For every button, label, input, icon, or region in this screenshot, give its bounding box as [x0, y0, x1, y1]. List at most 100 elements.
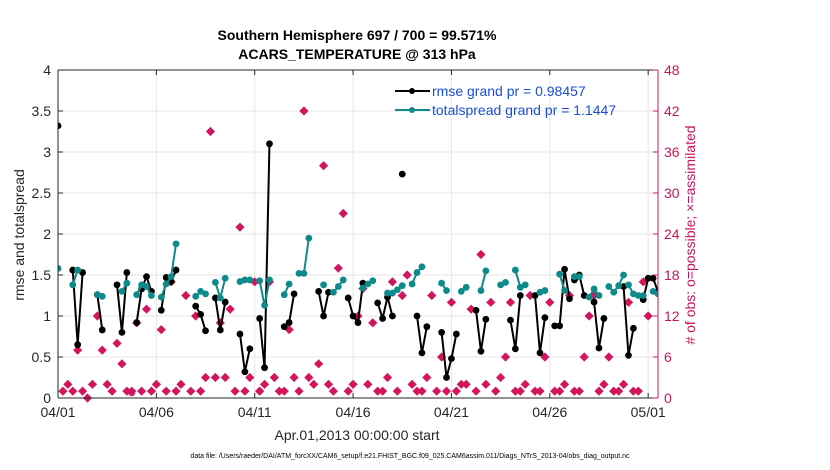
totalspread-point [457, 288, 465, 295]
obs-assimilated-marker [594, 386, 604, 396]
obs-assimilated-marker [471, 386, 481, 396]
totalspread-point [295, 269, 303, 277]
totalspread-point [162, 280, 170, 288]
data-layer [58, 106, 770, 403]
rmse-point [728, 291, 735, 298]
rmse-point [758, 363, 765, 370]
obs-assimilated-marker [599, 379, 609, 389]
axes-layer: 04/01 04/06 04/11 04/16 04/21 04/26 05/0100.51… [32, 62, 680, 420]
obs-possible-marker [256, 387, 264, 395]
rmse-point [625, 351, 632, 359]
obs-assimilated-marker [63, 379, 73, 389]
y-right-tick-label: 24 [664, 226, 680, 242]
totalspread-point [300, 269, 308, 277]
obs-assimilated-marker [510, 386, 520, 396]
obs-assimilated-marker [304, 372, 314, 383]
rmse-point [202, 327, 209, 335]
obs-assimilated-marker [235, 222, 245, 232]
obs-assimilated-marker [628, 386, 639, 396]
rmse-point [398, 170, 406, 178]
y-right-tick-label: 0 [664, 390, 672, 406]
totalspread-point [280, 291, 288, 299]
obs-assimilated-marker [200, 372, 211, 383]
totalspread-point [413, 269, 421, 276]
obs-assimilated-marker [451, 386, 461, 396]
obs-assimilated-marker [486, 297, 496, 307]
totalspread-point [634, 292, 642, 299]
obs-assimilated-marker [520, 379, 530, 389]
totalspread-point [261, 301, 268, 309]
obs-assimilated-marker [215, 318, 225, 328]
x-tick-label: 04/26 [532, 404, 567, 420]
obs-assimilated-marker [196, 386, 206, 396]
rmse-point [133, 319, 141, 326]
obs-assimilated-marker [505, 297, 516, 307]
obs-assimilated-marker [279, 386, 289, 396]
obs-assimilated-marker [427, 290, 437, 301]
rmse-point [123, 269, 131, 276]
obs-assimilated-marker [210, 372, 220, 383]
obs-assimilated-marker [151, 379, 161, 389]
grid-layer [57, 69, 658, 399]
rmse-line [732, 271, 742, 314]
totalspread-point [625, 281, 632, 289]
rmse-point [118, 329, 126, 336]
rmse-line [707, 247, 717, 313]
legend-spread-marker [409, 107, 415, 113]
obs-assimilated-marker [377, 386, 388, 396]
totalspread-point [398, 282, 406, 290]
obs-assimilated-marker [156, 325, 166, 335]
obs-assimilated-marker [535, 386, 545, 396]
totalspread-point [148, 292, 155, 299]
obs-assimilated-marker [618, 379, 629, 389]
y-left-tick-label: 2 [43, 226, 51, 242]
rmse-point [561, 265, 568, 273]
chart-title-line2: ACARS_TEMPERATURE @ 313 hPa [238, 46, 476, 62]
totalspread-point [511, 266, 519, 274]
rmse-point [738, 268, 745, 275]
totalspread-point [438, 279, 446, 287]
rmse-point [344, 294, 352, 302]
obs-assimilated-marker [569, 386, 579, 396]
rmse-point [556, 322, 564, 330]
rmse-point [290, 290, 298, 298]
rmse-point [236, 330, 244, 338]
obs-assimilated-marker [289, 372, 299, 383]
rmse-point [763, 375, 770, 382]
rmse-point [443, 374, 450, 381]
obs-assimilated-marker [614, 386, 624, 396]
totalspread-point [320, 281, 327, 289]
rmse-point [644, 274, 652, 282]
rmse-line [534, 295, 546, 354]
y-left-tick-label: 0 [43, 390, 51, 406]
obs-assimilated-marker [137, 386, 147, 396]
y-right-tick-label: 6 [664, 349, 672, 365]
obs-assimilated-marker [604, 352, 614, 362]
rmse-point [566, 295, 573, 303]
y-left-tick-label: 2.5 [32, 185, 52, 201]
obs-assimilated-marker [574, 386, 584, 396]
obs-assimilated-marker [68, 386, 78, 396]
obs-assimilated-marker [102, 379, 112, 389]
obs-assimilated-marker [402, 270, 412, 280]
totalspread-point [502, 278, 509, 286]
rmse-point [595, 344, 603, 352]
rmse-point [477, 347, 485, 355]
obs-assimilated-marker [309, 379, 319, 389]
rmse-point [389, 312, 396, 320]
totalspread-point [58, 265, 62, 272]
rmse-point [246, 345, 254, 353]
obs-assimilated-marker [269, 372, 279, 383]
rmse-point [172, 266, 180, 274]
obs-assimilated-marker [314, 359, 324, 369]
totalspread-point [408, 280, 416, 288]
rmse-line [593, 301, 605, 349]
obs-assimilated-marker [481, 379, 491, 389]
y-left-tick-label: 3 [43, 144, 51, 160]
obs-assimilated-marker [299, 106, 309, 116]
y-left-tick-label: 1.5 [32, 267, 52, 283]
rmse-point [541, 314, 549, 322]
totalspread-point [389, 289, 396, 297]
totalspread-point [330, 288, 337, 296]
